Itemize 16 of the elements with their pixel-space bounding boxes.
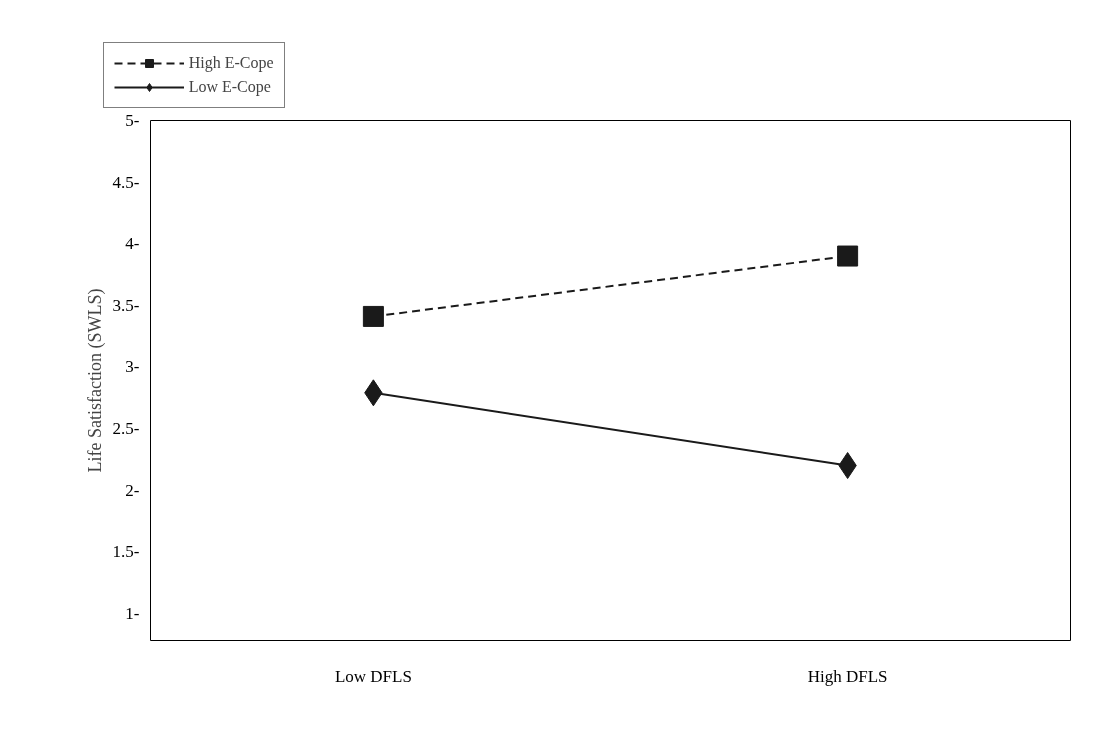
y-tick-label: 1.5- [112,542,140,562]
legend-label: Low E-Cope [188,78,271,96]
y-tick-label: 1- [125,603,140,623]
y-tick-label: 2- [125,480,140,500]
y-tick-label: 4- [125,234,140,254]
x-tick-label: High DFLS [807,666,888,686]
x-tick-label: Low DFLS [334,666,412,686]
point [362,305,384,327]
y-tick-label: 5- [125,111,140,130]
y-tick-label: 3- [125,357,140,377]
point [837,245,859,267]
y-tick-label: 2.5- [112,419,140,439]
y-axis-title: Life Satisfaction (SWLS) [84,288,106,473]
legend-label: High E-Cope [188,54,274,72]
y-tick-label: 4.5- [112,172,140,192]
y-tick-label: 3.5- [112,295,140,315]
